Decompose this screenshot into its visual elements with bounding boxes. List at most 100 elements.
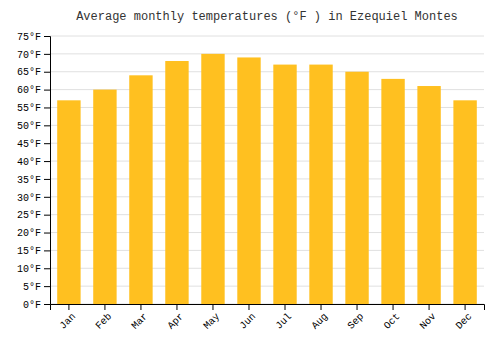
tick-label: 45°F [17, 139, 41, 150]
tick: 70°F [17, 50, 50, 61]
y-axis: 0°F 5°F 10°F 15°F 20°F 25°F 30°F 35°F 40°F 45°F 50… [17, 32, 51, 311]
tick-mark [212, 304, 213, 310]
tick-mark [285, 304, 286, 310]
tick: Aug [310, 304, 331, 332]
tick-label: 0°F [23, 300, 41, 311]
tick: 50°F [17, 121, 50, 132]
tick-label: 5°F [23, 282, 41, 293]
tick-mark [68, 304, 69, 310]
tick: Nov [418, 304, 439, 332]
bar [129, 75, 152, 304]
tick: Apr [166, 304, 187, 332]
tick-label: 20°F [17, 228, 41, 239]
tick: 25°F [17, 210, 50, 221]
bar [345, 72, 368, 304]
tick: 60°F [17, 85, 50, 96]
tick-mark [44, 143, 50, 144]
tick: Jun [238, 304, 259, 332]
tick-mark [44, 179, 50, 180]
tick-label: 55°F [17, 103, 41, 114]
tick-label: Mar [130, 311, 151, 332]
tick-label: Jul [274, 311, 295, 332]
tick-label: 50°F [17, 121, 41, 132]
bar [417, 86, 440, 304]
bar [237, 57, 260, 304]
tick-mark [44, 215, 50, 216]
plot: 0°F 5°F 10°F 15°F 20°F 25°F 30°F 35°F 40°F 45°F 50… [17, 32, 485, 332]
tick: 20°F [17, 228, 50, 239]
tick: Dec [454, 304, 475, 332]
tick-mark [357, 304, 358, 310]
tick-label: 15°F [17, 246, 41, 257]
tick-mark [104, 304, 105, 310]
tick: May [202, 304, 223, 332]
tick-label: 70°F [17, 50, 41, 61]
tick-label: 35°F [17, 175, 41, 186]
tick-label: Aug [310, 311, 331, 332]
axis-line [51, 305, 485, 311]
tick-mark [393, 304, 394, 310]
tick-mark [176, 304, 177, 310]
bar [309, 65, 332, 304]
grid [50, 36, 484, 304]
grid-line [50, 36, 484, 37]
tick-mark [44, 36, 50, 37]
tick-mark [248, 304, 249, 310]
tick-label: Sep [346, 311, 367, 332]
tick-mark [44, 125, 50, 126]
tick-mark [44, 286, 50, 287]
bar [273, 65, 296, 304]
bar [381, 79, 404, 304]
tick-label: Apr [166, 311, 187, 332]
axis-line [44, 37, 51, 305]
tick-label: 30°F [17, 193, 41, 204]
tick-mark [44, 90, 50, 91]
grid-line [50, 71, 484, 72]
tick-mark [44, 54, 50, 55]
tick: Oct [382, 304, 403, 332]
tick-mark [44, 304, 50, 305]
tick: 15°F [17, 246, 50, 257]
tick: 5°F [23, 282, 50, 293]
tick-label: Jun [238, 311, 259, 332]
tick-label: 40°F [17, 157, 41, 168]
tick: 0°F [23, 300, 50, 311]
tick: 45°F [17, 139, 50, 150]
tick: Feb [94, 304, 115, 332]
bar [57, 100, 80, 304]
tick: 30°F [17, 193, 50, 204]
tick-mark [429, 304, 430, 310]
chart: 0°F 5°F 10°F 15°F 20°F 25°F 30°F 35°F 40°F 45°F 50… [0, 0, 500, 350]
tick-mark [44, 107, 50, 108]
tick: Jan [58, 304, 79, 332]
title: Average monthly temperatures (°F ) in Ez… [76, 10, 458, 24]
tick-mark [44, 233, 50, 234]
tick-mark [321, 304, 322, 310]
tick-mark [44, 197, 50, 198]
tick-mark [44, 161, 50, 162]
tick-mark [44, 72, 50, 73]
tick: 10°F [17, 264, 50, 275]
tick: 75°F [17, 32, 50, 43]
tick: Mar [130, 304, 151, 332]
tick-label: May [202, 311, 223, 332]
tick-label: Feb [94, 311, 115, 332]
tick-label: Oct [382, 311, 403, 332]
tick: 40°F [17, 157, 50, 168]
tick: Sep [346, 304, 367, 332]
grid-line [50, 53, 484, 54]
tick: 35°F [17, 175, 50, 186]
tick: Jul [274, 304, 295, 332]
tick-mark [44, 250, 50, 251]
tick-label: Dec [454, 311, 475, 332]
bar [201, 54, 224, 304]
tick: 65°F [17, 67, 50, 78]
tick-mark [140, 304, 141, 310]
tick-label: 65°F [17, 67, 41, 78]
tick-label: Nov [418, 311, 439, 332]
x-axis: Jan Feb Mar Apr May Jun Jul Aug Sep Oct Nov Dec [51, 304, 485, 332]
bar [453, 100, 476, 304]
tick-mark [44, 268, 50, 269]
bars [57, 54, 477, 304]
tick-label: 25°F [17, 210, 41, 221]
